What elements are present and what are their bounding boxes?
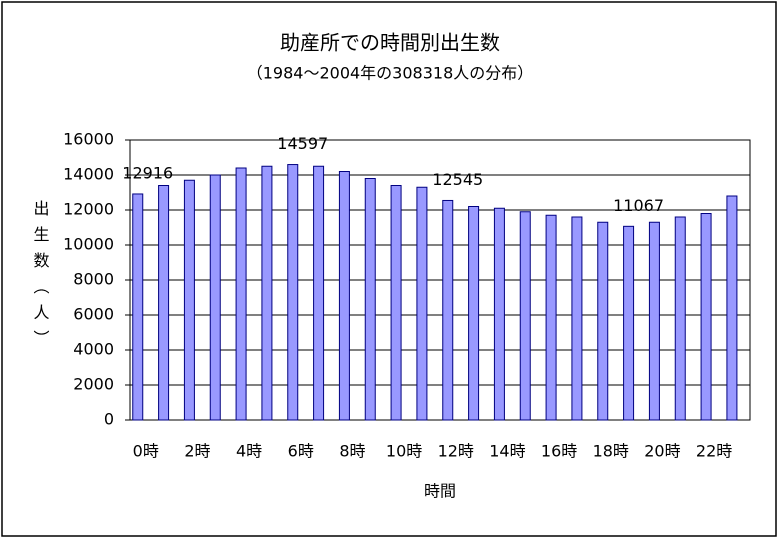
bar bbox=[726, 195, 738, 421]
x-tick-label: 2時 bbox=[184, 442, 210, 461]
chart-title: 助産所での時間別出生数 bbox=[280, 31, 500, 55]
x-tick-label: 0時 bbox=[133, 442, 159, 461]
bar bbox=[597, 221, 609, 421]
bar bbox=[623, 225, 635, 421]
bar bbox=[493, 207, 505, 421]
bar bbox=[700, 213, 712, 421]
x-tick-label: 16時 bbox=[541, 442, 577, 461]
y-tick-label: 10000 bbox=[63, 235, 114, 254]
bar bbox=[416, 186, 428, 421]
y-tick-label: 12000 bbox=[63, 200, 114, 219]
bar bbox=[519, 211, 531, 421]
bar bbox=[648, 221, 660, 421]
bar bbox=[132, 193, 144, 421]
bar bbox=[235, 167, 247, 421]
bar bbox=[364, 178, 376, 421]
bar bbox=[261, 165, 273, 421]
y-axis-title: 出生数（人） bbox=[31, 200, 50, 356]
x-tick-label: 8時 bbox=[339, 442, 365, 461]
y-tick-label: 6000 bbox=[73, 305, 114, 324]
y-tick-label: 8000 bbox=[73, 270, 114, 289]
x-tick-label: 18時 bbox=[593, 442, 629, 461]
x-tick-label: 12時 bbox=[438, 442, 474, 461]
x-tick-label: 20時 bbox=[644, 442, 680, 461]
x-tick-label: 10時 bbox=[386, 442, 422, 461]
x-tick-label: 22時 bbox=[696, 442, 732, 461]
y-tick-label: 4000 bbox=[73, 340, 114, 359]
bar bbox=[390, 185, 402, 421]
bar bbox=[209, 174, 221, 421]
data-label: 12916 bbox=[122, 163, 173, 182]
y-tick-label: 14000 bbox=[63, 165, 114, 184]
y-tick-label: 0 bbox=[104, 410, 114, 429]
bar bbox=[468, 206, 480, 421]
bar bbox=[313, 165, 325, 421]
x-axis-title: 時間 bbox=[424, 482, 456, 501]
x-tick-label: 6時 bbox=[288, 442, 314, 461]
bar bbox=[442, 199, 454, 421]
bar bbox=[287, 164, 299, 421]
x-tick-label: 4時 bbox=[236, 442, 262, 461]
data-label: 12545 bbox=[432, 170, 483, 189]
data-label: 11067 bbox=[613, 196, 664, 215]
y-tick-label: 2000 bbox=[73, 375, 114, 394]
x-tick-label: 14時 bbox=[489, 442, 525, 461]
bar bbox=[674, 216, 686, 421]
data-label: 14597 bbox=[277, 134, 328, 153]
bar bbox=[338, 171, 350, 421]
y-tick-label: 16000 bbox=[63, 130, 114, 149]
bar bbox=[545, 214, 557, 421]
bar bbox=[158, 185, 170, 421]
chart-subtitle: （1984～2004年の308318人の分布） bbox=[247, 64, 534, 83]
bar bbox=[571, 216, 583, 421]
bar bbox=[183, 179, 195, 421]
plot-border bbox=[129, 139, 751, 421]
